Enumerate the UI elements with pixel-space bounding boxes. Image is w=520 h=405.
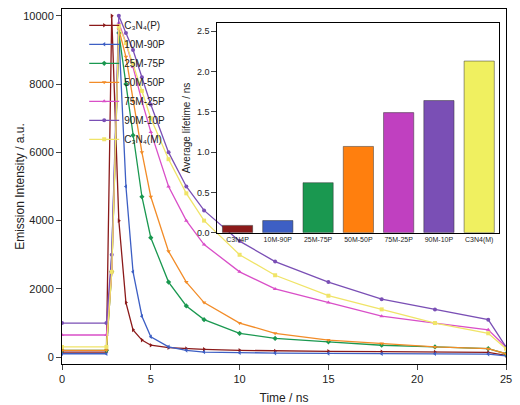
svg-text:90M-10P: 90M-10P — [124, 115, 165, 126]
svg-text:1.0: 1.0 — [197, 147, 210, 157]
svg-text:Emission Intensity / a.u.: Emission Intensity / a.u. — [13, 123, 27, 250]
svg-text:6000: 6000 — [29, 146, 53, 158]
svg-text:2000: 2000 — [29, 283, 53, 295]
svg-text:75M-25P: 75M-25P — [124, 96, 165, 107]
svg-text:C₃N₄(M): C₃N₄(M) — [124, 134, 162, 145]
svg-text:1.5: 1.5 — [197, 107, 210, 117]
svg-text:90M-10P: 90M-10P — [425, 236, 454, 243]
svg-text:25M-75P: 25M-75P — [124, 58, 165, 69]
svg-text:0.5: 0.5 — [197, 188, 210, 198]
svg-text:75M-25P: 75M-25P — [384, 236, 413, 243]
svg-text:10M-90P: 10M-90P — [264, 236, 293, 243]
svg-text:10000: 10000 — [23, 10, 54, 22]
svg-text:0: 0 — [59, 373, 65, 385]
svg-text:50M-50P: 50M-50P — [124, 77, 165, 88]
svg-text:25M-75P: 25M-75P — [304, 236, 333, 243]
svg-text:Time / ns: Time / ns — [260, 391, 309, 405]
svg-text:25: 25 — [500, 373, 512, 385]
svg-text:0.0: 0.0 — [197, 228, 210, 238]
svg-text:10: 10 — [233, 373, 245, 385]
svg-text:5: 5 — [148, 373, 154, 385]
svg-text:50M-50P: 50M-50P — [344, 236, 373, 243]
svg-text:10M-90P: 10M-90P — [124, 39, 165, 50]
svg-text:C3N4P: C3N4P — [226, 236, 249, 243]
svg-text:C₃N₄(P): C₃N₄(P) — [124, 20, 160, 31]
svg-text:2.0: 2.0 — [197, 67, 210, 77]
svg-text:0: 0 — [48, 351, 54, 363]
svg-text:15: 15 — [322, 373, 334, 385]
svg-text:20: 20 — [411, 373, 423, 385]
svg-text:4000: 4000 — [29, 214, 53, 226]
svg-text:Average lifetime / ns: Average lifetime / ns — [181, 83, 192, 173]
svg-text:8000: 8000 — [29, 78, 53, 90]
svg-text:2.5: 2.5 — [197, 26, 210, 36]
svg-text:C3N4(M): C3N4(M) — [465, 236, 493, 244]
